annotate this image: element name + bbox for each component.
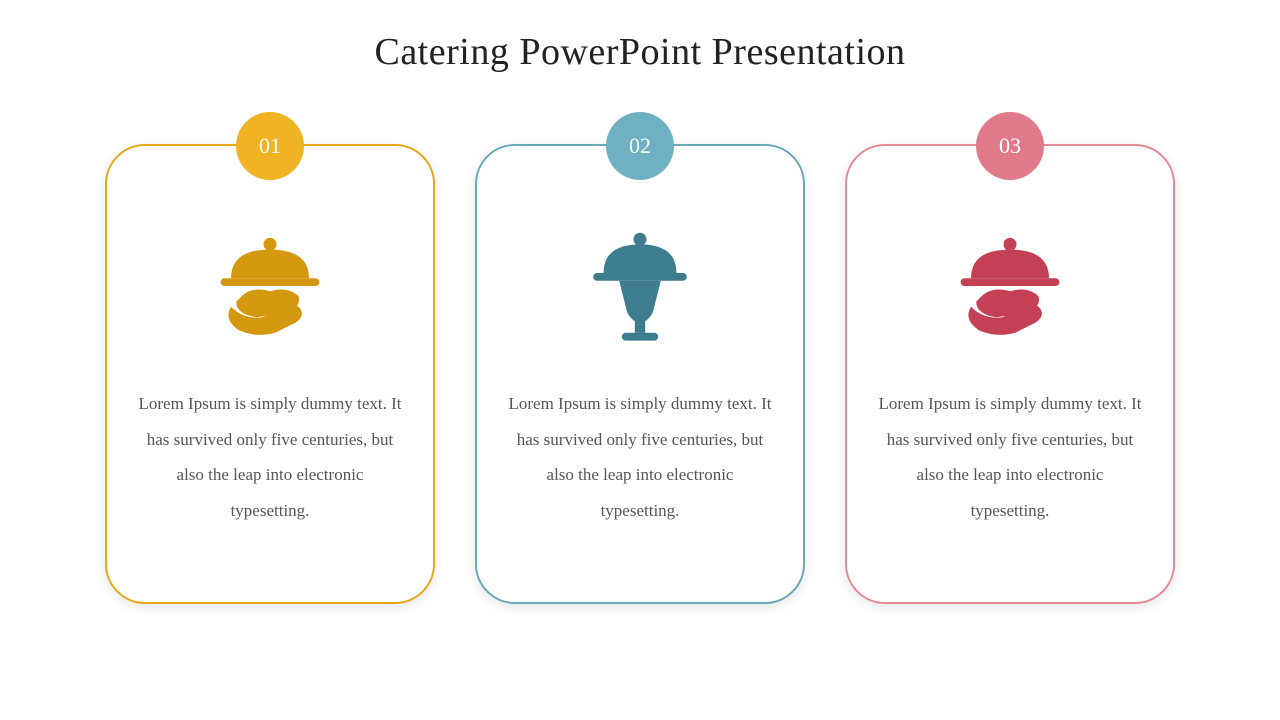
card-2: 02 Lorem Ipsum is simply dummy text. It … [475, 144, 805, 604]
card-1-number: 01 [259, 133, 281, 159]
card-3: 03 Lorem Ipsum is simply dummy text. It … [845, 144, 1175, 604]
serving-hand-icon [945, 216, 1075, 356]
card-2-text: Lorem Ipsum is simply dummy text. It has… [507, 386, 773, 529]
card-1-text: Lorem Ipsum is simply dummy text. It has… [137, 386, 403, 529]
card-1: 01 Lorem Ipsum is simply dummy text. It … [105, 144, 435, 604]
card-1-badge: 01 [236, 112, 304, 180]
card-2-badge: 02 [606, 112, 674, 180]
slide-title: Catering PowerPoint Presentation [0, 0, 1280, 74]
cards-row: 01 Lorem Ipsum is simply dummy text. It … [0, 144, 1280, 604]
card-3-badge: 03 [976, 112, 1044, 180]
serving-stand-icon [575, 216, 705, 356]
card-3-number: 03 [999, 133, 1021, 159]
card-2-number: 02 [629, 133, 651, 159]
serving-hand-icon [205, 216, 335, 356]
card-3-text: Lorem Ipsum is simply dummy text. It has… [877, 386, 1143, 529]
